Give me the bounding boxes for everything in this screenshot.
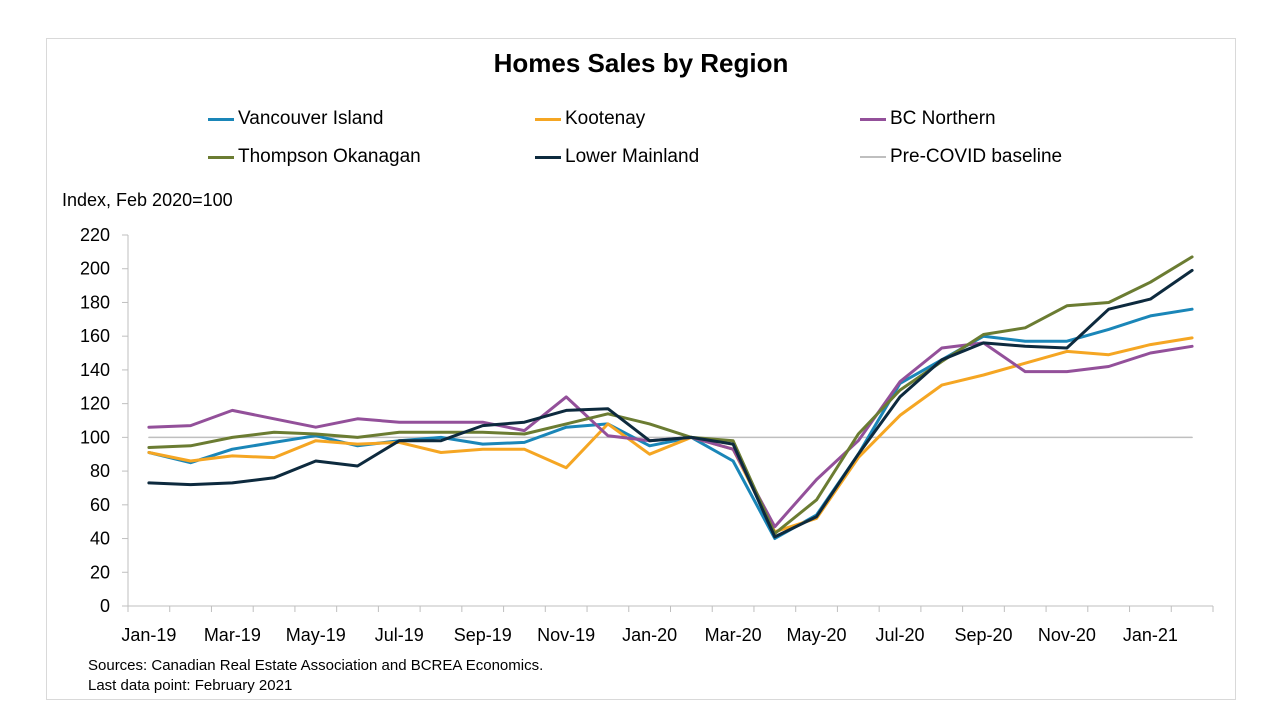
legend-swatch bbox=[535, 117, 561, 121]
x-tick-label: Mar-20 bbox=[705, 625, 762, 645]
y-axis-label: Index, Feb 2020=100 bbox=[62, 190, 233, 210]
x-tick-label: Nov-20 bbox=[1038, 625, 1096, 645]
legend-label: Kootenay bbox=[565, 108, 646, 129]
x-tick-label: May-20 bbox=[787, 625, 847, 645]
x-tick-label: Jan-21 bbox=[1123, 625, 1178, 645]
legend-item: Thompson Okanagan bbox=[208, 145, 421, 169]
y-tick-label: 120 bbox=[80, 394, 110, 414]
y-tick-label: 200 bbox=[80, 259, 110, 279]
y-tick-label: 140 bbox=[80, 360, 110, 380]
legend-swatch bbox=[208, 155, 234, 159]
legend-item: Kootenay bbox=[535, 107, 645, 131]
x-tick-label: Mar-19 bbox=[204, 625, 261, 645]
legend-swatch bbox=[860, 117, 886, 121]
legend-label: Lower Mainland bbox=[565, 146, 700, 167]
legend-label: BC Northern bbox=[890, 108, 996, 129]
chart-frame bbox=[46, 38, 1236, 700]
chart-sources: Sources: Canadian Real Estate Associatio… bbox=[88, 656, 543, 696]
chart-title: Homes Sales by Region bbox=[493, 48, 789, 78]
x-tick-label: Jul-19 bbox=[375, 625, 424, 645]
y-tick-label: 220 bbox=[80, 225, 110, 245]
series-line-thompson-okanagan bbox=[147, 255, 1194, 535]
x-tick-label: Nov-19 bbox=[537, 625, 595, 645]
legend-label: Vancouver Island bbox=[238, 108, 384, 129]
legend-swatch bbox=[535, 155, 561, 159]
last-data-point-line: Last data point: February 2021 bbox=[88, 677, 293, 694]
y-tick-label: 20 bbox=[90, 562, 110, 582]
legend-item: Pre-COVID baseline bbox=[860, 145, 1062, 169]
x-tick-label: Jan-20 bbox=[622, 625, 677, 645]
x-tick-label: Sep-19 bbox=[454, 625, 512, 645]
sources-line: Sources: Canadian Real Estate Associatio… bbox=[88, 657, 544, 674]
y-tick-label: 40 bbox=[90, 529, 110, 549]
series-line-vancouver-island bbox=[147, 307, 1194, 540]
y-tick-label: 100 bbox=[80, 427, 110, 447]
x-tick-label: Jul-20 bbox=[876, 625, 925, 645]
legend-swatch bbox=[860, 156, 886, 158]
x-tick-label: Jan-19 bbox=[121, 625, 176, 645]
legend-label: Thompson Okanagan bbox=[238, 146, 421, 167]
legend-label: Pre-COVID baseline bbox=[890, 146, 1063, 167]
y-tick-label: 0 bbox=[100, 596, 110, 616]
legend-swatch bbox=[208, 117, 234, 121]
y-tick-label: 60 bbox=[90, 495, 110, 515]
y-tick-label: 160 bbox=[80, 326, 110, 346]
series-line-lower-mainland bbox=[147, 268, 1194, 539]
x-tick-label: Sep-20 bbox=[954, 625, 1012, 645]
legend-item: Lower Mainland bbox=[535, 145, 699, 169]
legend-item: Vancouver Island bbox=[208, 107, 383, 131]
legend-item: BC Northern bbox=[860, 107, 996, 131]
y-tick-label: 180 bbox=[80, 292, 110, 312]
y-tick-label: 80 bbox=[90, 461, 110, 481]
x-tick-label: May-19 bbox=[286, 625, 346, 645]
